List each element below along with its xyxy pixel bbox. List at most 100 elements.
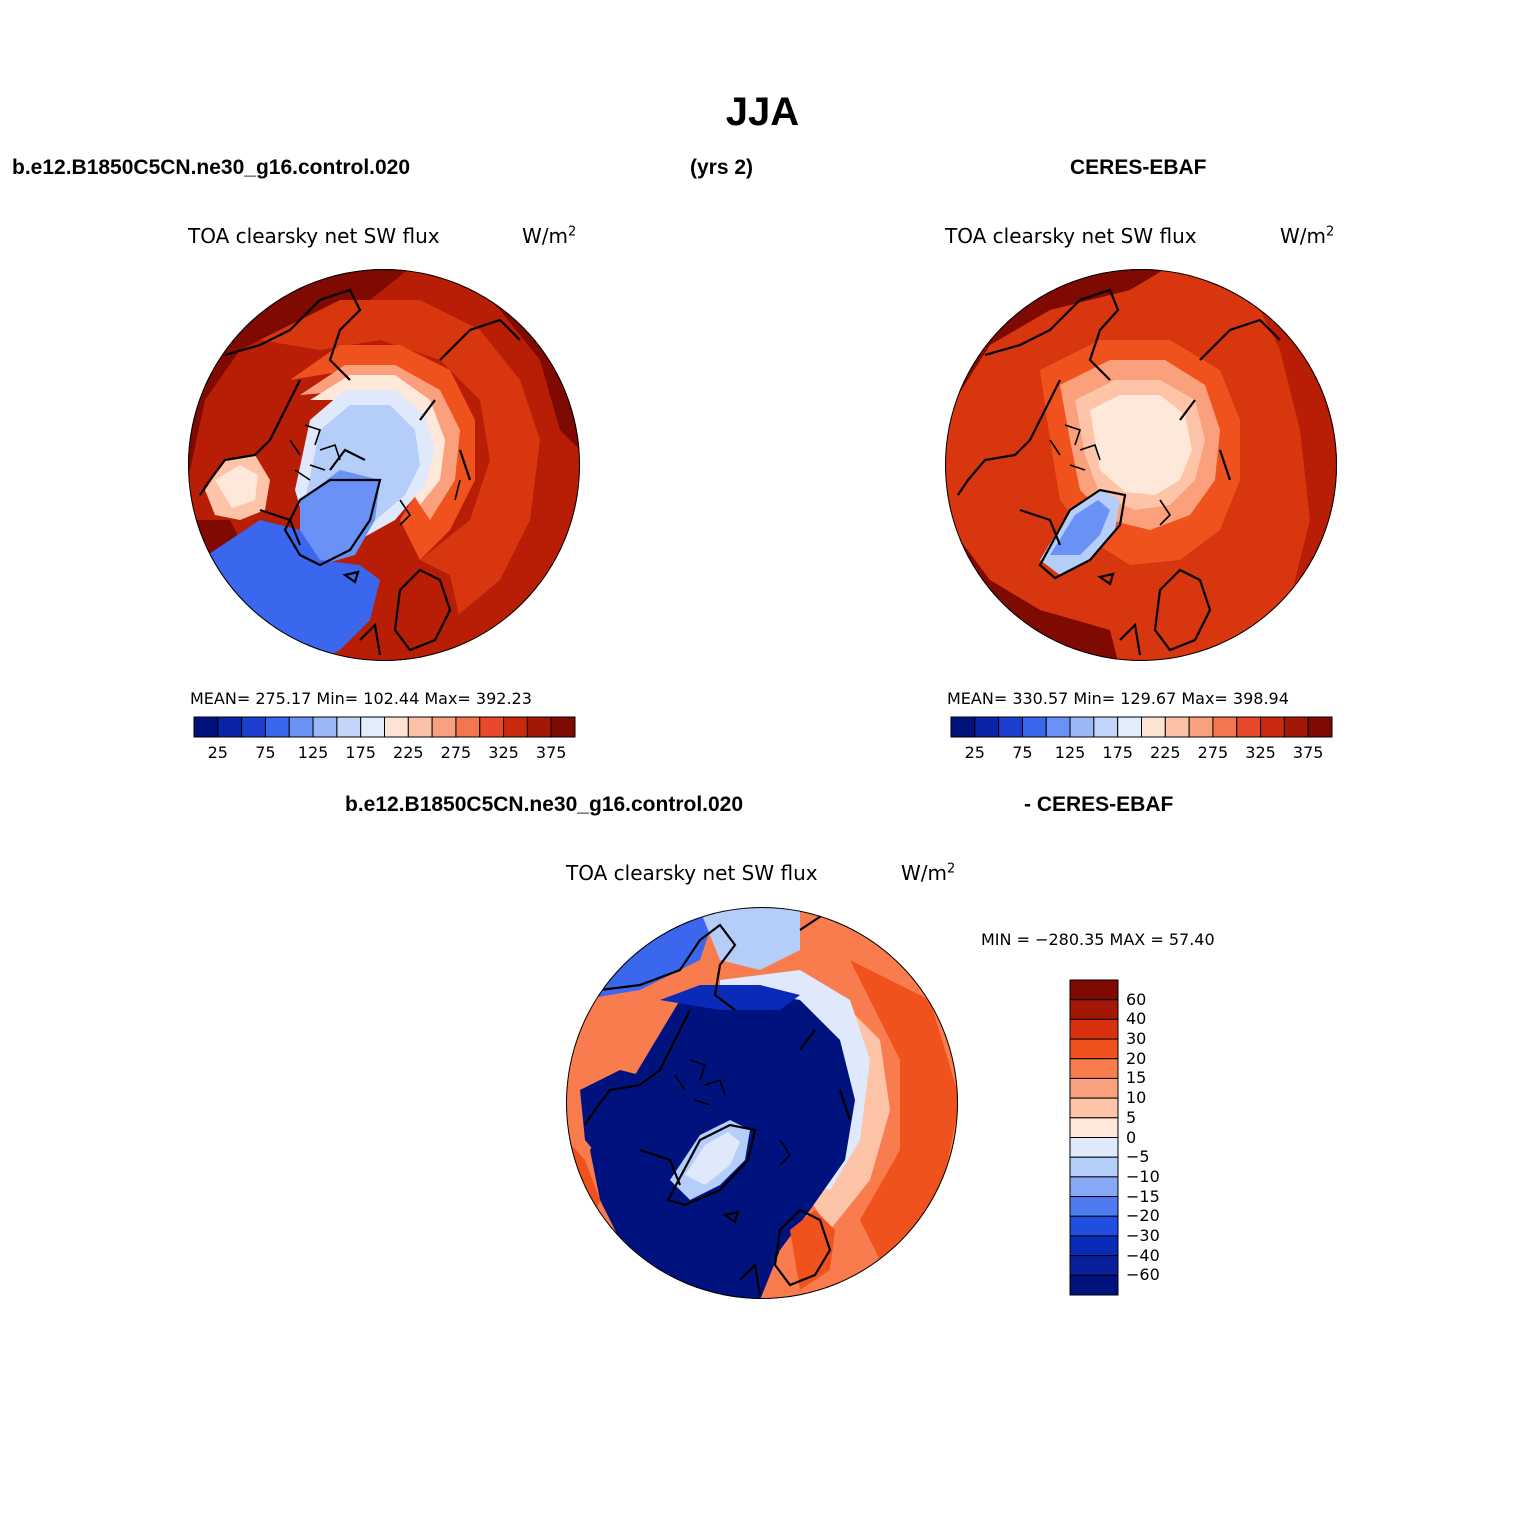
panel2-units: W/m2 (1280, 224, 1335, 248)
panel3-n-light (700, 907, 800, 970)
case-label: b.e12.B1850C5CN.ne30_g16.control.020 (12, 156, 411, 179)
colorbar3 (1069, 979, 1119, 1296)
colorbar3-tick-label: 40 (1126, 1009, 1147, 1029)
colorbar1-swatch (479, 716, 505, 738)
panel1-units: W/m2 (522, 224, 577, 248)
panel3-greenland-pale (685, 1132, 740, 1185)
panel1-greenland (300, 470, 380, 565)
colorbar3-tick-label: 20 (1126, 1048, 1147, 1068)
colorbar3-swatch (1069, 1156, 1119, 1178)
panel1-orange-band (260, 300, 540, 650)
colorbar3-tick-label: 30 (1126, 1029, 1147, 1049)
colorbar1-swatch (407, 716, 433, 738)
colorbar3-tick-label: −30 (1126, 1225, 1160, 1245)
colorbar1-swatch (264, 716, 290, 738)
colorbar3-swatch (1069, 1058, 1119, 1079)
colorbar2-tick-label: 375 (1292, 743, 1324, 762)
colorbar1-tick-label: 75 (255, 743, 276, 762)
panel2-outer-ring-sw (945, 520, 1120, 661)
colorbar1-swatch (241, 716, 266, 738)
panel3-stats: MIN = −280.35 MAX = 57.40 (981, 930, 1215, 949)
colorbar2-swatch (1069, 716, 1095, 738)
panel2-islands (1049, 424, 1172, 526)
colorbar2-swatch (998, 716, 1023, 738)
colorbar2-swatch (1141, 716, 1166, 738)
colorbar1 (193, 716, 576, 738)
colorbar1-tick-label: 225 (393, 743, 424, 762)
panel2-map (945, 269, 1337, 661)
colorbar1-swatch (526, 716, 552, 738)
colorbar2-tick-label: 75 (1012, 743, 1033, 762)
colorbar3-tick-label: −60 (1126, 1265, 1160, 1285)
colorbar1-swatch (431, 716, 457, 738)
panel3-canada-navy (580, 1070, 670, 1170)
panel2-cream (1090, 395, 1192, 495)
colorbar2-swatch (1236, 716, 1262, 738)
colorbar1-tick-label: 375 (535, 743, 567, 762)
panel3-dark-blue-edge (660, 985, 800, 1010)
panel3-variable: TOA clearsky net SW flux (566, 861, 818, 885)
colorbar1-tick-label: 325 (488, 743, 519, 762)
colorbar1-tick-label: 125 (297, 743, 329, 762)
colorbar3-swatch (1069, 1176, 1119, 1198)
diff-obs-label: - CERES-EBAF (1024, 793, 1174, 816)
colorbar2-swatch (1093, 716, 1119, 738)
colorbar2-swatch (974, 716, 1000, 738)
colorbar3-tick-label: −15 (1126, 1186, 1160, 1206)
colorbar1-swatch (288, 716, 314, 738)
colorbar3-tick-label: −40 (1126, 1245, 1160, 1265)
panel1-scand (380, 560, 460, 661)
colorbar2-tick-label: 225 (1150, 743, 1181, 762)
colorbar2-tick-label: 275 (1197, 743, 1229, 762)
colorbar3-tick-label: −5 (1126, 1147, 1150, 1167)
colorbar3-swatch (1069, 1117, 1119, 1138)
colorbar3-swatch (1069, 1038, 1119, 1060)
colorbar1-tick-label: 175 (345, 743, 376, 762)
colorbar3-swatch (1069, 1077, 1119, 1099)
colorbar2-tick-label: 325 (1245, 743, 1276, 762)
panel3-units: W/m2 (901, 861, 956, 885)
colorbar1-swatch (384, 716, 409, 738)
panel2-stats: MEAN= 330.57 Min= 129.67 Max= 398.94 (947, 689, 1289, 708)
colorbar3-swatch (1069, 1018, 1119, 1040)
panel1-variable: TOA clearsky net SW flux (188, 224, 440, 248)
colorbar1-swatch (217, 716, 243, 738)
colorbar2 (950, 716, 1333, 738)
colorbar3-swatch (1069, 1097, 1119, 1119)
colorbar3-swatch (1069, 1235, 1119, 1257)
panel2-variable: TOA clearsky net SW flux (945, 224, 1197, 248)
colorbar2-tick-label: 125 (1054, 743, 1086, 762)
panel3-east-orange (850, 960, 958, 1260)
figure-title: JJA (725, 90, 800, 134)
colorbar3-swatch (1069, 1196, 1119, 1217)
panel2-greenland-mid (1050, 500, 1110, 555)
colorbar3-tick-label: 0 (1126, 1127, 1137, 1147)
colorbar2-swatch (1188, 716, 1214, 738)
colorbar2-swatch (950, 716, 976, 738)
years-label: (yrs 2) (690, 156, 754, 179)
colorbar3-tick-label: −10 (1126, 1166, 1160, 1186)
colorbar3-swatch (1069, 999, 1119, 1020)
colorbar3-swatch (1069, 1137, 1119, 1158)
colorbar2-tick-label: 175 (1102, 743, 1133, 762)
colorbar3-tick-label: 15 (1126, 1068, 1147, 1088)
colorbar3-tick-label: 10 (1126, 1088, 1147, 1108)
colorbar2-swatch (1260, 716, 1285, 738)
colorbar1-swatch (503, 716, 528, 738)
panel3-map (566, 907, 958, 1299)
panel1-coast1 (199, 288, 521, 656)
colorbar1-swatch (312, 716, 338, 738)
panel2-coast (957, 288, 1281, 656)
colorbar2-tick-label: 25 (964, 743, 985, 762)
colorbar2-swatch (1283, 716, 1309, 738)
panel1-islands (289, 424, 461, 526)
colorbar2-swatch (1117, 716, 1142, 738)
colorbar1-swatch (455, 716, 481, 738)
colorbar2-swatch (1307, 716, 1333, 738)
panel1-canada-pale (215, 465, 258, 508)
colorbar3-swatch (1069, 1255, 1119, 1276)
diff-case-label: b.e12.B1850C5CN.ne30_g16.control.020 (345, 793, 744, 816)
panel1-map (188, 269, 580, 661)
colorbar1-tick-label: 275 (440, 743, 472, 762)
